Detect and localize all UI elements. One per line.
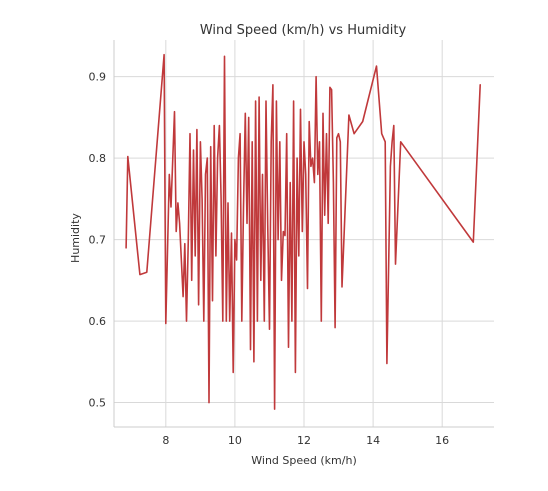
y-tick-label: 0.7 (89, 234, 107, 247)
y-tick-label: 0.5 (89, 397, 107, 410)
y-axis-label: Humidity (69, 213, 82, 263)
y-tick-label: 0.8 (89, 152, 107, 165)
y-tick-label: 0.9 (89, 71, 107, 84)
gridlines (114, 40, 494, 427)
series-line (125, 53, 482, 410)
x-axis-ticks: 8 10 12 14 16 (162, 434, 449, 447)
x-tick-label: 10 (228, 434, 242, 447)
chart-title: Wind Speed (km/h) vs Humidity (200, 23, 407, 38)
x-tick-label: 12 (297, 434, 311, 447)
y-axis-ticks: 0.5 0.6 0.7 0.8 0.9 (89, 71, 107, 410)
series-lines (125, 53, 482, 410)
axes-spines (113, 40, 494, 428)
x-tick-label: 16 (435, 434, 449, 447)
x-tick-label: 14 (366, 434, 380, 447)
x-axis-label: Wind Speed (km/h) (251, 454, 356, 467)
y-tick-label: 0.6 (89, 315, 107, 328)
x-tick-label: 8 (162, 434, 169, 447)
